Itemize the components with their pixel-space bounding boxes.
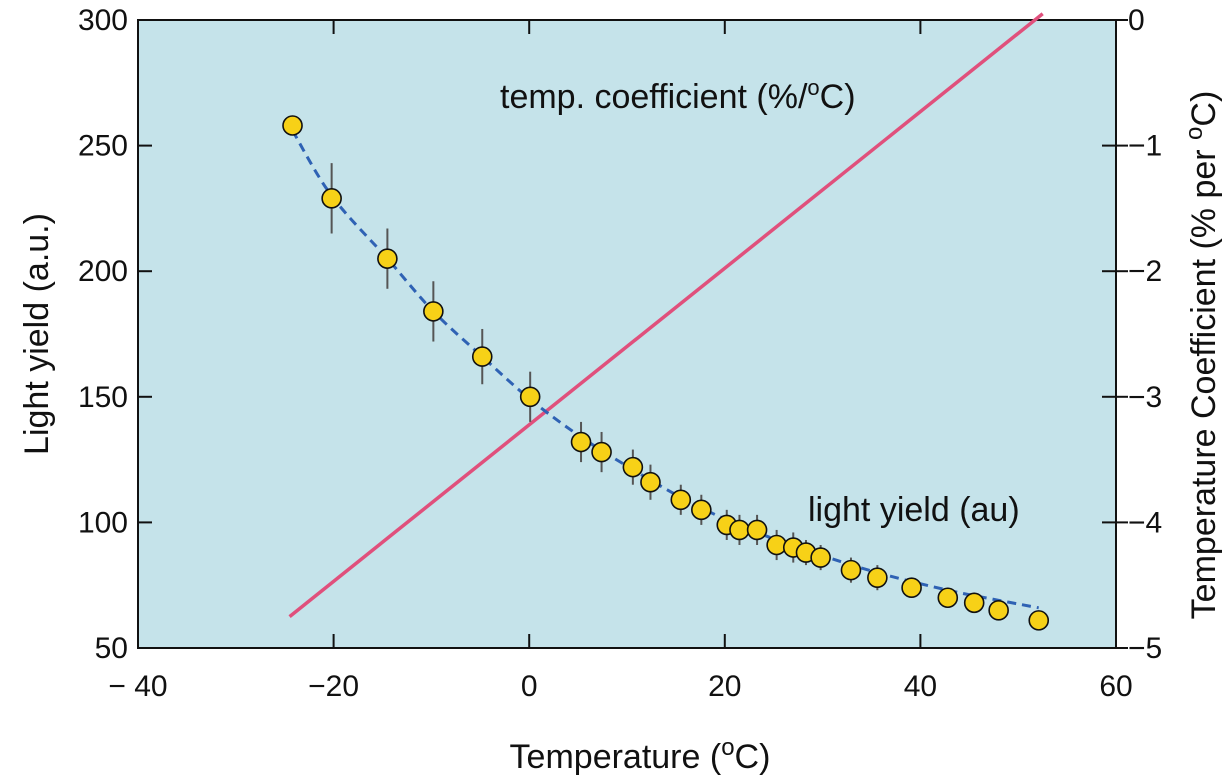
- annotation-light-yield: light yield (au): [808, 491, 1020, 529]
- light-yield-point: [963, 592, 985, 614]
- light-yield-point: [640, 471, 661, 493]
- light-yield-point: [570, 431, 592, 453]
- x-axis-title: Temperature (oC): [510, 734, 771, 776]
- light-yield-point: [282, 115, 303, 136]
- y2-axis-title: Temperature Coefficient (% per oC): [1181, 91, 1223, 620]
- y-tick-label: 150: [78, 381, 128, 414]
- x-tick-label: −20: [308, 670, 359, 703]
- y-tick-label: 300: [78, 4, 128, 37]
- light-yield-point: [377, 248, 398, 269]
- y2-tick-label: −4: [1128, 506, 1162, 539]
- y2-tick-label: −2: [1128, 255, 1162, 288]
- light-yield-point: [423, 301, 444, 322]
- y-tick-label: 50: [95, 632, 128, 665]
- light-yield-point: [622, 456, 644, 478]
- tick-marks: [137, 19, 1128, 649]
- light-yield-point: [670, 489, 692, 511]
- y-tick-label: 100: [78, 506, 128, 539]
- y-tick-label: 250: [78, 130, 128, 163]
- light-yield-point: [810, 547, 831, 568]
- y2-tick-label: −1: [1128, 130, 1162, 163]
- light-yield-point: [867, 567, 888, 588]
- light-yield-point: [729, 519, 750, 541]
- temp-coefficient-line: [288, 12, 1044, 618]
- light-yield-point: [691, 499, 712, 521]
- x-tick-label: 60: [1099, 670, 1132, 703]
- light-yield-point: [519, 386, 541, 408]
- x-tick-label: − 40: [108, 670, 167, 703]
- x-tick-label: 0: [521, 670, 538, 703]
- x-tick-label: 40: [904, 670, 937, 703]
- y2-tick-label: −5: [1128, 632, 1162, 665]
- light-yield-point: [937, 587, 959, 609]
- light-yield-point: [746, 519, 768, 541]
- light-yield-point: [591, 441, 612, 463]
- data-marks: [282, 12, 1050, 631]
- light-yield-point: [840, 559, 862, 581]
- y2-tick-label: 0: [1128, 4, 1145, 37]
- light-yield-point: [988, 600, 1009, 621]
- x-tick-label: 20: [708, 670, 741, 703]
- y2-tick-label: −3: [1128, 381, 1162, 414]
- light-yield-point: [321, 188, 342, 209]
- light-yield-point: [901, 577, 922, 599]
- tick-labels: − 40 −20 0 20 40 60 50 100 150 200 250 300 −5 −4 −3 −2 −…: [78, 4, 1162, 703]
- y-axis-title: Light yield (a.u.): [18, 213, 56, 455]
- y-tick-label: 200: [78, 255, 128, 288]
- light-yield-point: [1028, 610, 1050, 631]
- annotation-temp-coefficient: temp. coefficient (%/oC): [500, 75, 856, 116]
- light-yield-point: [471, 346, 493, 367]
